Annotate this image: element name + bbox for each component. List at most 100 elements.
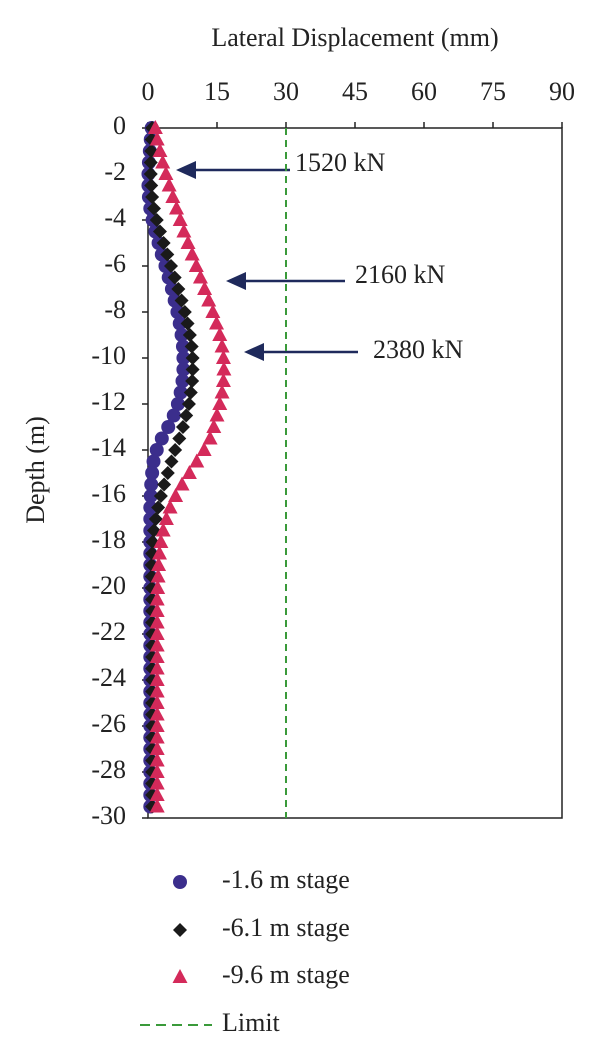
legend-label: Limit [222,1008,281,1037]
y-tick-label: -22 [91,617,126,646]
y-tick-label: -28 [91,755,126,784]
marker [202,430,218,445]
marker [147,120,163,134]
marker [215,373,231,387]
marker [183,385,198,400]
marker [170,305,185,319]
marker [149,603,165,617]
marker [149,741,165,755]
y-tick-label: -6 [104,249,126,278]
marker [201,292,217,307]
marker [174,293,189,308]
y-tick-label: -18 [91,525,126,554]
y-tick-label: -30 [91,801,126,830]
marker [143,155,158,170]
plot-frame [147,127,563,819]
y-tick-label: -14 [91,433,126,462]
marker [212,327,228,341]
x-tick-label: 75 [480,77,506,106]
marker [149,764,165,778]
annotation: 1520 kN [295,148,386,177]
annotation: 2160 kN [355,260,446,289]
legend-marker [172,969,188,983]
marker [149,614,165,629]
marker [143,167,158,181]
marker [180,235,196,249]
marker [149,213,164,227]
marker [152,143,168,157]
marker [149,443,164,457]
marker [206,419,222,433]
marker [149,649,165,663]
marker [146,201,161,216]
marker [149,131,165,146]
x-tick-label: 30 [273,77,299,106]
marker [152,224,167,239]
marker [171,282,186,296]
legend-marker [173,875,187,889]
marker [209,315,225,330]
marker [143,500,158,515]
marker [150,580,166,594]
marker [149,729,165,744]
marker [177,305,192,319]
marker [157,477,172,492]
x-axis-title: Lateral Displacement (mm) [211,23,498,52]
marker [172,316,187,331]
marker [215,350,231,364]
marker [158,166,174,180]
marker [212,396,228,410]
y-tick-label: -12 [91,387,126,416]
marker [184,246,200,261]
marker [146,454,161,469]
marker [148,512,163,526]
marker [144,477,159,492]
marker [175,374,190,388]
marker [167,270,182,285]
marker [205,304,221,318]
marker [209,407,225,422]
y-tick-label: -10 [91,341,126,370]
marker [188,258,204,272]
y-tick-label: -16 [91,479,126,508]
legend-label: -1.6 m stage [222,865,350,894]
annotation-arrows [176,161,358,361]
marker [196,442,212,456]
marker [162,499,178,514]
legend-marker [173,923,187,937]
x-tick-label: 0 [142,77,155,106]
marker [158,511,174,525]
marker [174,476,190,491]
x-tick-label: 60 [411,77,437,106]
marker [176,362,191,377]
marker [189,453,205,468]
y-tick-label: -26 [91,709,126,738]
x-tick-label: 15 [204,77,230,106]
marker [184,339,199,354]
y-tick-label: -4 [104,203,126,232]
marker [168,488,184,502]
marker [160,247,175,262]
marker [176,351,191,365]
series [147,120,232,813]
marker [149,775,165,790]
marker [143,489,158,503]
marker [185,351,200,365]
y-tick-label: -8 [104,295,126,324]
y-tick-label: -20 [91,571,126,600]
marker [180,316,195,331]
marker [179,408,194,423]
marker [149,626,165,640]
marker [160,466,175,480]
y-axis-title: Depth (m) [21,416,50,524]
y-tick-label: 0 [113,111,126,140]
marker [149,672,165,686]
legend-label: -9.6 m stage [222,960,350,989]
marker [149,752,165,767]
marker [151,557,167,571]
marker [164,259,178,273]
marker [172,212,188,226]
marker [166,408,181,423]
marker [164,454,179,469]
x-tick-label: 45 [342,77,368,106]
